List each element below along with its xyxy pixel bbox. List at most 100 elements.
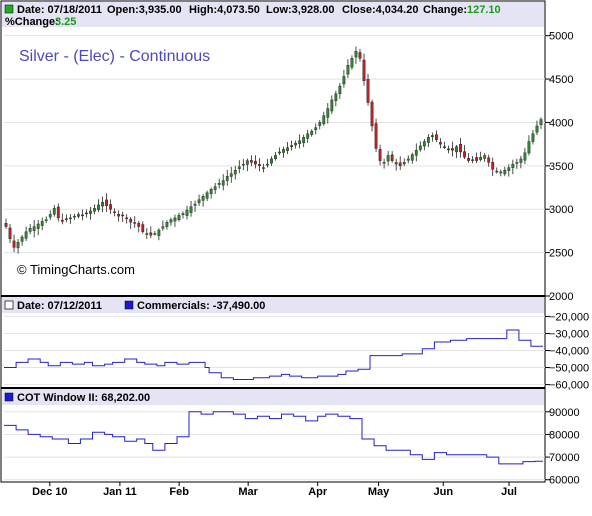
price-candle-body — [189, 206, 193, 213]
price-candle-body — [266, 163, 269, 166]
price-candle-body — [68, 217, 72, 220]
price-candle-body — [338, 85, 342, 95]
price-candle-body — [56, 206, 60, 219]
price-candle-body — [89, 210, 92, 214]
price-candle-body — [117, 213, 121, 217]
price-candle-body — [402, 162, 406, 165]
price-candle-body — [253, 160, 257, 165]
price-candle-body — [503, 169, 507, 175]
price-candle-body — [350, 58, 354, 68]
price-candle-body — [141, 224, 145, 232]
price-candle-body — [286, 147, 289, 151]
price-candle-body — [64, 218, 68, 220]
price-candle-body — [471, 159, 475, 161]
price-candle-body — [145, 233, 149, 235]
price-candle-body — [40, 221, 44, 226]
price-tick-label: 2000 — [549, 291, 573, 303]
price-candle-body — [443, 146, 446, 148]
price-candle-body — [406, 158, 410, 161]
price-candle-body — [519, 158, 523, 163]
commercials-tick-label: −30,000 — [549, 328, 589, 340]
price-candle-body — [334, 93, 338, 101]
price-candle-body — [535, 125, 539, 133]
price-candle-body — [229, 173, 233, 177]
price-candle-body — [378, 149, 382, 161]
price-candle-body — [205, 192, 209, 199]
commercials-grid — [4, 315, 545, 386]
price-candle-body — [165, 222, 169, 227]
price-candle-body — [451, 148, 454, 151]
commercials-tick-label: −50,000 — [549, 363, 589, 375]
price-candle-body — [298, 140, 302, 144]
price-candle-body — [8, 227, 12, 239]
price-candle-body — [422, 141, 426, 147]
price-candle-body — [109, 204, 112, 210]
x-tick-label: Apr — [308, 486, 328, 498]
header-open: Open:3,935.00 — [107, 4, 182, 16]
price-candle-body — [386, 155, 390, 162]
price-candle-body — [20, 236, 24, 242]
header-low: Low:3,928.00 — [266, 4, 334, 16]
price-candle-body — [310, 130, 314, 135]
price-candle-body — [414, 150, 418, 156]
price-candle-body — [12, 240, 16, 248]
price-candle-body — [233, 169, 237, 175]
price-candle-body — [177, 215, 181, 220]
price-candle-body — [390, 154, 394, 161]
price-candle-body — [539, 119, 543, 125]
price-candle-body — [249, 160, 253, 163]
cot-tick-label: 80000 — [549, 429, 580, 441]
price-candle-body — [398, 162, 402, 167]
price-candle-body — [161, 226, 165, 229]
price-candle-body — [483, 155, 487, 159]
price-candle-body — [48, 214, 52, 218]
price-header-band — [2, 2, 544, 27]
price-candle-body — [221, 180, 225, 186]
price-candle-body — [394, 162, 398, 165]
header-date: Date: 07/18/2011 — [17, 4, 102, 16]
price-candle-body — [4, 222, 8, 227]
price-candle-body — [185, 209, 189, 216]
price-candle-body — [346, 64, 350, 75]
commercials-y-axis: −20,000 −30,000 −40,000 −50,000 −60,000 — [545, 311, 589, 392]
price-candle-body — [274, 155, 277, 159]
price-tick-label: 4500 — [549, 74, 573, 86]
price-candle-body — [225, 176, 229, 181]
price-candle-body — [16, 241, 20, 249]
price-candle-body — [463, 151, 466, 158]
price-candle-body — [487, 157, 491, 163]
commercials-tick-label: −40,000 — [549, 346, 589, 358]
price-candle-body — [430, 135, 434, 138]
price-candle-body — [507, 167, 511, 171]
price-candle-body — [60, 219, 64, 222]
price-candle-body — [306, 133, 310, 139]
cot-tick-label: 70000 — [549, 452, 580, 464]
price-tick-label: 5000 — [549, 31, 573, 43]
price-candle-body — [491, 161, 495, 170]
price-candle-body — [342, 76, 346, 85]
cot-tick-label: 90000 — [549, 407, 580, 419]
price-candle-body — [294, 143, 298, 146]
price-candle-body — [358, 52, 362, 59]
price-candle-body — [32, 226, 36, 231]
watermark: © TimingCharts.com — [17, 262, 135, 277]
price-candle-body — [499, 171, 503, 174]
price-candle-body — [354, 51, 358, 58]
price-candle-body — [77, 214, 80, 217]
price-candle-body — [101, 202, 104, 207]
price-candle-body — [366, 79, 370, 103]
price-candle-body — [52, 208, 56, 215]
price-candle-body — [318, 122, 322, 126]
price-candle-body — [113, 211, 117, 213]
cot-grid — [4, 411, 545, 481]
price-candle-body — [125, 217, 129, 220]
price-candle-body — [181, 213, 185, 215]
price-candle-body — [314, 127, 318, 131]
price-tick-label: 2500 — [549, 248, 573, 260]
price-candle-body — [374, 123, 378, 149]
cot-series-line — [4, 411, 543, 465]
price-candle-body — [459, 143, 462, 153]
x-tick-label: Feb — [169, 486, 189, 498]
